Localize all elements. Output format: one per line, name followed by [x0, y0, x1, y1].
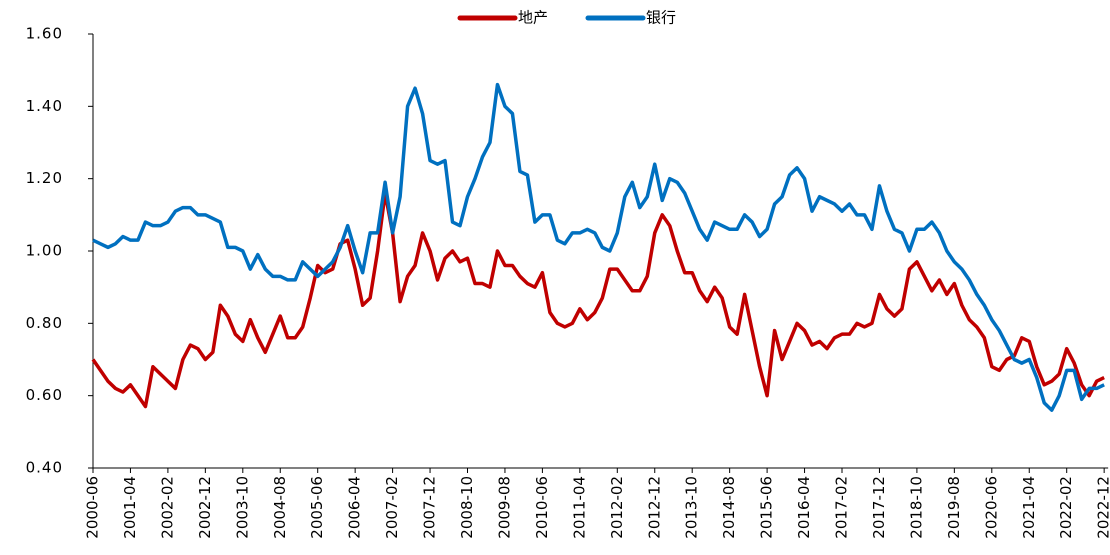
line — [92, 82, 1105, 412]
x-tick-label: 2011-04 — [570, 476, 588, 539]
x-tick-label: 2010-06 — [533, 476, 551, 539]
x-tick-label: 2007-02 — [383, 476, 401, 539]
x-tick-label: 2005-06 — [308, 476, 326, 539]
x-tick-label: 2006-04 — [346, 476, 364, 539]
y-tick-label: 0.60 — [26, 386, 63, 404]
legend-label: 地产 — [518, 9, 548, 27]
x-tick-label: 2017-12 — [870, 476, 888, 539]
y-tick-label: 1.00 — [26, 242, 63, 260]
x-tick-label: 2002-02 — [158, 476, 176, 539]
x-tick-label: 2000-06 — [84, 476, 102, 539]
x-tick-label: 2014-08 — [720, 476, 738, 539]
x-tick-label: 2020-06 — [982, 476, 1000, 539]
x-tick-label: 2003-10 — [233, 476, 251, 539]
x-tick-label: 2017-02 — [833, 476, 851, 539]
x-tick-label: 2001-04 — [121, 476, 139, 539]
x-tick-label: 2007-12 — [421, 476, 439, 539]
x-tick-label: 2002-12 — [196, 476, 214, 539]
x-tick-label: 2015-06 — [758, 476, 776, 539]
y-tick-label: 0.40 — [26, 459, 63, 477]
x-tick-label: 2012-12 — [645, 476, 663, 539]
x-tick-label: 2004-08 — [271, 476, 289, 539]
x-tick-label: 2009-08 — [495, 476, 513, 539]
x-tick-label: 2021-04 — [1020, 476, 1038, 539]
x-tick-label: 2019-08 — [945, 476, 963, 539]
x-tick-label: 2022-12 — [1095, 476, 1110, 539]
legend-label: 银行 — [646, 9, 676, 27]
x-tick-label: 2022-02 — [1057, 476, 1075, 539]
x-tick-label: 2013-10 — [683, 476, 701, 539]
x-tick-label: 2012-02 — [608, 476, 626, 539]
x-tick-label: 2018-10 — [907, 476, 925, 539]
x-tick-label: 2016-04 — [795, 476, 813, 539]
y-tick-label: 1.60 — [26, 25, 63, 43]
y-tick-label: 1.40 — [26, 97, 63, 115]
y-tick-label: 0.80 — [26, 314, 63, 332]
x-tick-label: 2008-10 — [458, 476, 476, 539]
y-tick-label: 1.20 — [26, 169, 63, 187]
line — [91, 191, 1105, 409]
